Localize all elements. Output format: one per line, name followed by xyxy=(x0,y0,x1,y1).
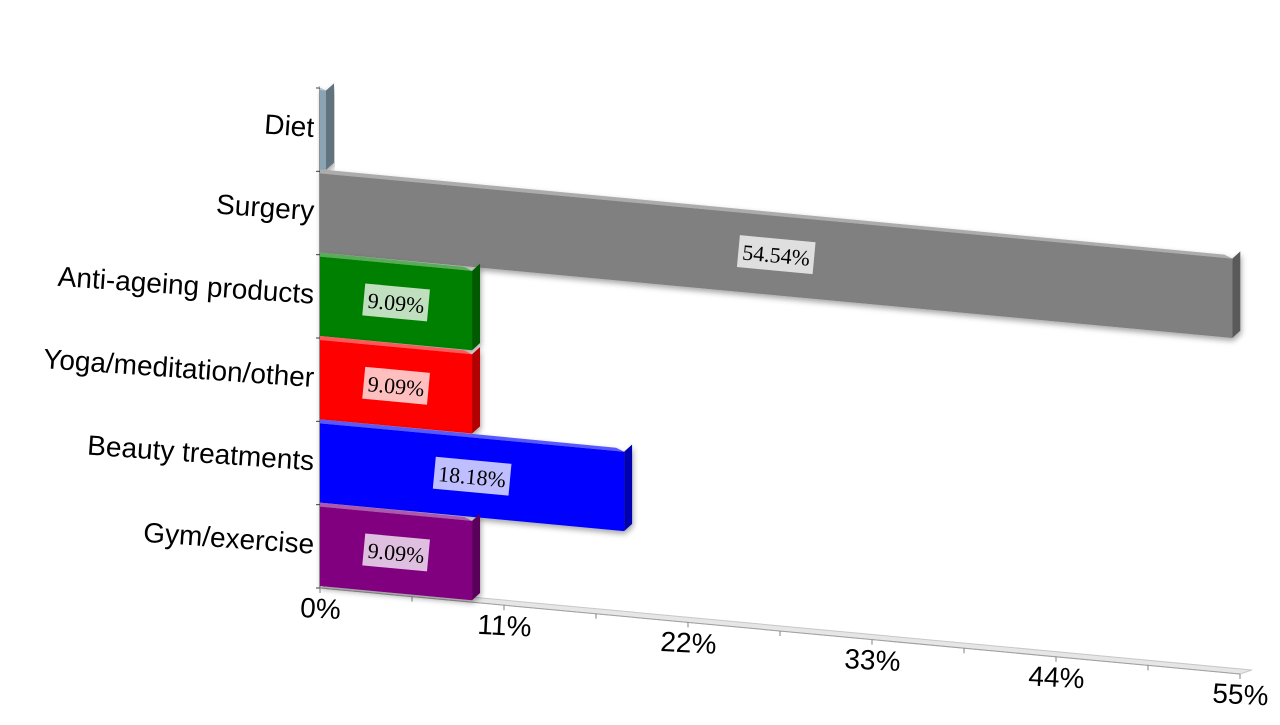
data-label-bg xyxy=(432,456,512,496)
x-tick-label: 55% xyxy=(1212,678,1270,712)
bar-top-face xyxy=(320,419,625,452)
data-label-group: 18.18% xyxy=(432,456,512,496)
data-label-bg xyxy=(362,366,430,405)
x-tick-label: 22% xyxy=(660,626,718,660)
bar-diet xyxy=(318,83,334,170)
data-label-group: 54.54% xyxy=(736,235,816,275)
x-tick-label: 33% xyxy=(844,643,902,677)
category-label: Gym/exercise xyxy=(142,517,315,560)
data-label: 9.09% xyxy=(367,538,426,568)
x-tick-label: 44% xyxy=(1028,660,1086,694)
category-label: Surgery xyxy=(215,189,315,227)
data-label-bg xyxy=(362,283,430,322)
category-label: Yoga/meditation/other xyxy=(42,343,315,393)
category-label: Beauty treatments xyxy=(86,430,315,477)
x-tick-label: 0% xyxy=(299,592,341,625)
data-label: 9.09% xyxy=(367,288,426,318)
bar-top-face xyxy=(320,169,1233,259)
bar-top-face xyxy=(318,86,326,91)
bar-end-face xyxy=(326,83,334,170)
data-label-bg xyxy=(362,533,430,572)
data-label-group: 9.09% xyxy=(362,366,430,405)
bar-end-face xyxy=(472,513,481,601)
bar-end-face xyxy=(624,444,633,532)
bar-end-face xyxy=(472,347,481,434)
category-label: Diet xyxy=(263,109,315,143)
bar-front-face xyxy=(320,90,326,170)
bar-top-face xyxy=(320,336,473,355)
data-label-group: 9.09% xyxy=(362,283,430,322)
bar-top-face xyxy=(320,502,473,521)
category-label: Anti-ageing products xyxy=(57,261,315,310)
bar-top-face xyxy=(320,252,473,271)
bar-end-face xyxy=(472,263,481,351)
data-label: 9.09% xyxy=(367,371,426,401)
bar-end-face xyxy=(1232,251,1241,338)
data-label-bg xyxy=(736,235,816,275)
x-tick-label: 11% xyxy=(477,609,533,643)
data-label-group: 9.09% xyxy=(362,533,430,572)
